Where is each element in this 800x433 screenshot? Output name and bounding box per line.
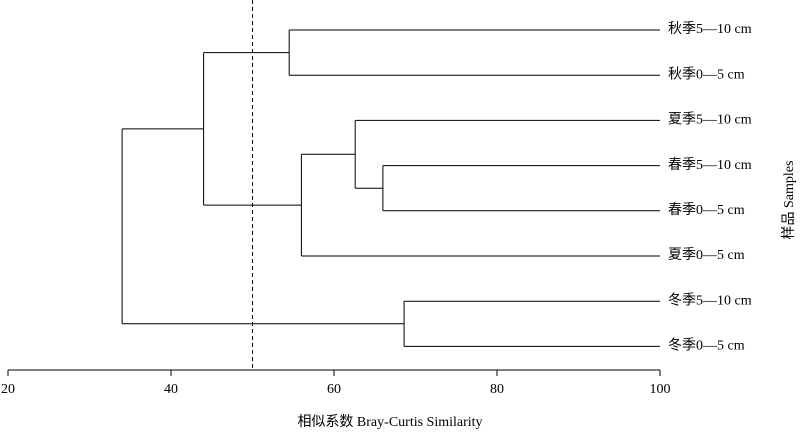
x-tick-label: 40 [164, 382, 178, 397]
leaf-label: 春季5—10 cm [668, 157, 752, 173]
x-axis-label: 相似系数 Bray-Curtis Similarity [297, 414, 482, 430]
x-tick-label: 20 [1, 382, 15, 397]
leaf-label: 夏季0—5 cm [668, 247, 745, 263]
x-tick-label: 60 [327, 382, 341, 397]
leaf-label: 夏季5—10 cm [668, 112, 752, 128]
leaf-label: 秋季0—5 cm [668, 66, 745, 82]
y-axis-label: 样品 Samples [781, 161, 797, 240]
leaf-label: 秋季5—10 cm [668, 21, 752, 37]
x-tick-label: 80 [490, 382, 504, 397]
leaf-label: 冬季0—5 cm [668, 338, 745, 354]
x-tick-label: 100 [650, 382, 671, 397]
leaf-label: 春季0—5 cm [668, 202, 745, 218]
leaf-label: 冬季5—10 cm [668, 292, 752, 308]
